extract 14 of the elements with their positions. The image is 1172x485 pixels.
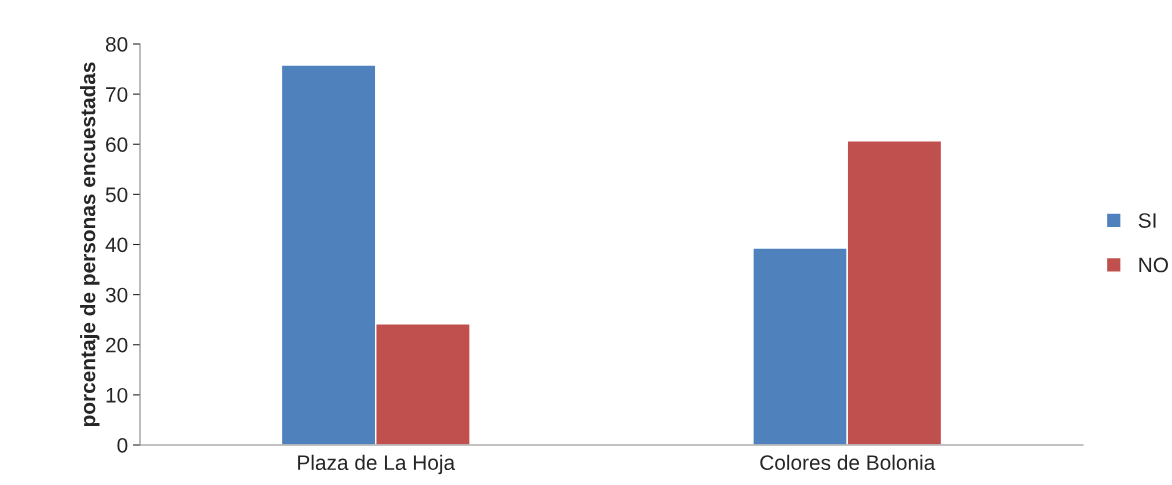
x-tick-label: Colores de Bolonia <box>760 454 936 471</box>
y-tick-label: 70 <box>106 87 128 102</box>
legend-label: SI <box>1138 213 1156 228</box>
y-tick-label: 50 <box>105 187 128 203</box>
y-axis-title: porcentaje de personas encuestadas <box>80 62 100 427</box>
y-tick-label: 80 <box>105 37 128 52</box>
x-tick-label: Plaza de La Hoja <box>298 454 456 475</box>
y-tick-label: 10 <box>106 387 128 403</box>
y-tick-label: 20 <box>106 337 128 353</box>
y-tick-label: 0 <box>117 438 128 453</box>
y-tick-label: 60 <box>106 137 128 152</box>
legend-label: NO <box>1139 257 1168 273</box>
y-tick-label: 30 <box>105 287 128 303</box>
y-tick-label: 40 <box>105 237 128 253</box>
